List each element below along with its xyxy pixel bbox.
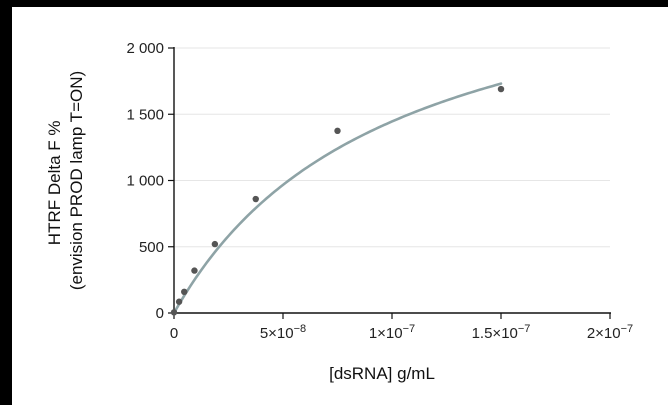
y-tick-label-3: 1 500 (126, 106, 164, 123)
x-tick-label-0: 0 (170, 325, 178, 342)
chart: 0 5×10−8 1×10−7 1.5×10−7 2×10−7 0 500 1 000 1 5… (45, 40, 633, 383)
data-point-7 (497, 85, 505, 93)
data-point-5 (252, 195, 259, 203)
y-tick-label-0: 0 (156, 305, 164, 322)
data-points (170, 85, 505, 316)
y-axis-label-line-2: (envision PROD lamp T=ON) (67, 71, 86, 290)
data-point-3 (191, 267, 198, 274)
y-tick-label-1: 500 (139, 239, 164, 256)
x-tick-label-4: 2×10−7 (587, 323, 633, 342)
fit-curve-group (172, 82, 503, 315)
chart-panel: 0 5×10−8 1×10−7 1.5×10−7 2×10−7 0 500 1 000 1 5… (12, 7, 668, 405)
data-point-4 (211, 240, 219, 248)
data-point-2 (181, 288, 188, 295)
y-axis-label: HTRF Delta F % (envision PROD lamp T=ON) (45, 71, 86, 290)
x-tick-label-2: 1×10−7 (369, 323, 415, 342)
data-point-1 (175, 298, 183, 305)
y-axis-label-line-1: HTRF Delta F % (45, 121, 64, 246)
x-axis-label: [dsRNA] g/mL (329, 364, 435, 383)
y-tick-label-2: 1 000 (126, 173, 164, 190)
x-tick-label-3: 1.5×10−7 (472, 323, 531, 342)
x-tick-label-1: 5×10−8 (260, 323, 306, 342)
y-axis-ticks: 0 500 1 000 1 500 2 000 (126, 40, 174, 322)
y-tick-label-4: 2 000 (126, 40, 164, 57)
data-point-6 (334, 127, 341, 135)
grid-lines (174, 47, 610, 248)
fit-curve (172, 82, 503, 315)
data-point-0 (170, 309, 178, 316)
x-axis-ticks: 0 5×10−8 1×10−7 1.5×10−7 2×10−7 (170, 313, 633, 342)
